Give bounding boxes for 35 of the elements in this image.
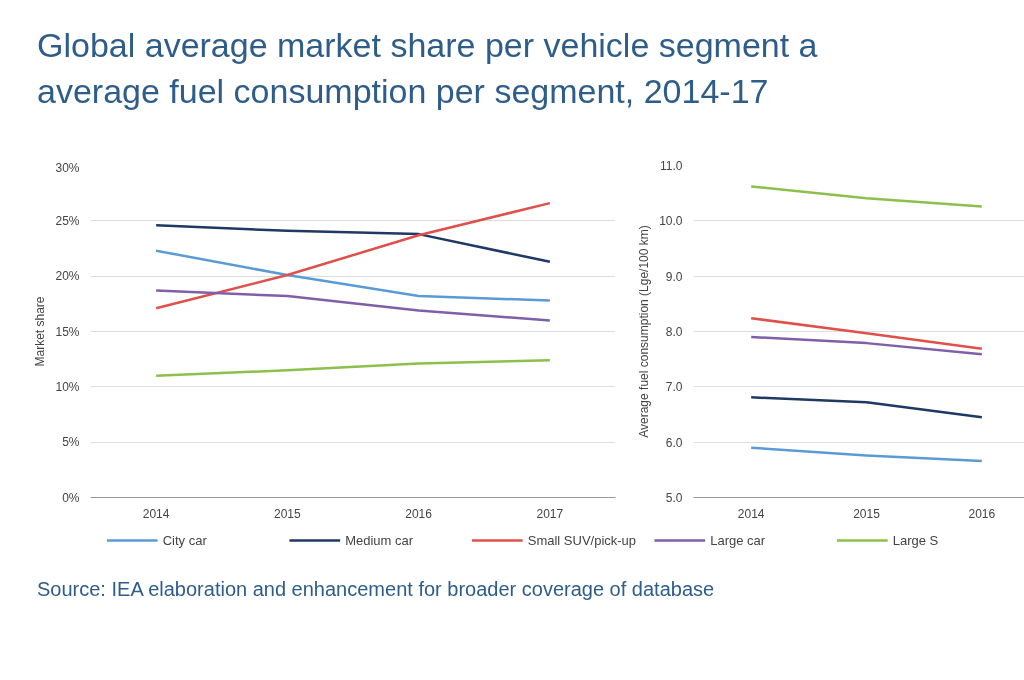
y-tick-label: 9.0 bbox=[665, 269, 683, 284]
x-tick-label: 2014 bbox=[142, 506, 170, 521]
line-series bbox=[154, 224, 552, 264]
y-tick-label: 11.0 bbox=[660, 159, 683, 173]
line-series bbox=[154, 201, 552, 310]
y-tick-label: 30% bbox=[55, 160, 80, 175]
y-tick-label: 8.0 bbox=[665, 325, 683, 339]
chart-title: Global average market share per vehicle segment a average fuel consumption per segment, 2014-17 bbox=[37, 25, 818, 112]
legend-label: Large S bbox=[892, 533, 939, 548]
x-tick-label: 2014 bbox=[737, 506, 765, 521]
y-tick-label: 0% bbox=[62, 490, 80, 505]
y-tick-label: 10% bbox=[55, 379, 80, 394]
y-tick-label: 15% bbox=[55, 324, 80, 339]
source-note: Source: IEA elaboration and enhancement for broader coverage of database bbox=[37, 577, 715, 602]
y-tick-label: 7.0 bbox=[665, 380, 683, 395]
y-axis-title: Average fuel consumption (Lge/100 km) bbox=[637, 225, 652, 438]
line-series bbox=[154, 249, 552, 302]
line-series bbox=[154, 289, 552, 322]
x-tick-label: 2017 bbox=[536, 506, 564, 521]
y-tick-label: 10.0 bbox=[659, 214, 683, 229]
legend-label: Small SUV/pick-up bbox=[527, 533, 637, 548]
y-tick-label: 20% bbox=[55, 269, 80, 284]
legend-label: City car bbox=[162, 533, 208, 548]
legend-label: Large car bbox=[710, 533, 766, 548]
y-tick-label: 25% bbox=[55, 213, 80, 228]
x-tick-label: 2015 bbox=[274, 506, 302, 521]
x-tick-label: 2015 bbox=[853, 506, 881, 521]
y-tick-label: 5.0 bbox=[665, 491, 683, 505]
y-tick-label: 6.0 bbox=[665, 435, 683, 450]
x-tick-label: 2016 bbox=[405, 506, 433, 521]
y-axis-title: Market share bbox=[33, 296, 48, 367]
legend-label: Medium car bbox=[345, 533, 414, 548]
x-tick-label: 2016 bbox=[968, 506, 996, 521]
y-tick-label: 5% bbox=[62, 435, 80, 450]
line-series bbox=[154, 359, 552, 378]
